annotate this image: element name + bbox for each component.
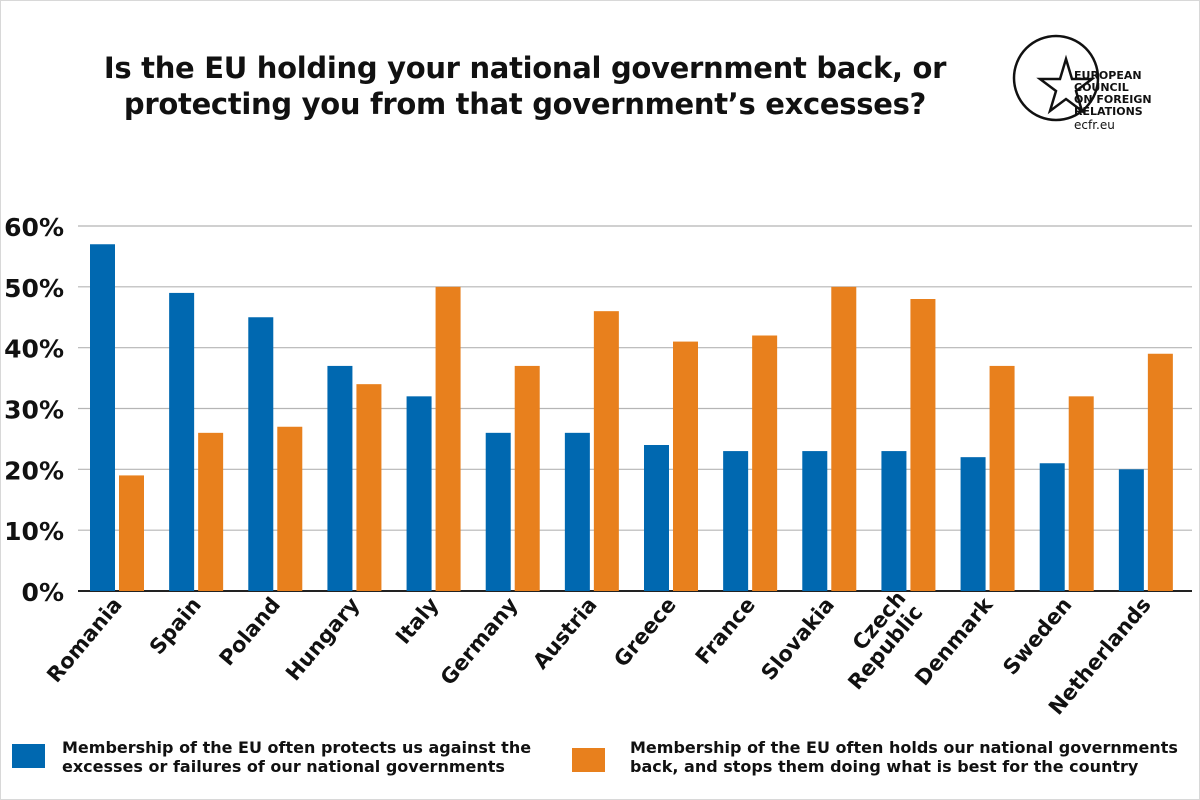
x-tick-label: CzechRepublic xyxy=(826,586,927,694)
x-tick-label-line: Spain xyxy=(145,593,206,659)
x-tick-label: Austria xyxy=(528,593,601,674)
bar-holds-back xyxy=(593,311,619,591)
logo-line: EUROPEAN xyxy=(1074,69,1142,82)
y-tick-label: 40% xyxy=(4,335,64,364)
bar-protects xyxy=(564,432,590,591)
legend-item-protects: Membership of the EU often protects us a… xyxy=(62,738,531,776)
x-tick-label: Greece xyxy=(609,593,681,672)
title-line-1: Is the EU holding your national governme… xyxy=(103,51,947,85)
bar-holds-back xyxy=(673,341,698,591)
x-tick-label: Italy xyxy=(391,593,444,649)
bar-holds-back xyxy=(989,365,1015,591)
bar-protects xyxy=(1039,463,1065,591)
x-tick-label-line: Hungary xyxy=(281,593,364,686)
x-tick-label: Poland xyxy=(215,593,286,671)
x-tick-label-line: Poland xyxy=(215,593,286,671)
y-tick-label: 10% xyxy=(4,517,64,546)
bar-holds-back xyxy=(198,432,224,591)
x-tick-label: Hungary xyxy=(281,593,364,686)
legend-label-line: back, and stops them doing what is best … xyxy=(630,757,1139,776)
bar-holds-back xyxy=(1147,353,1173,591)
x-tick-label-line: Germany xyxy=(436,593,523,690)
bar-protects xyxy=(485,432,511,591)
bar-protects xyxy=(169,292,195,591)
x-tick-label-line: Sweden xyxy=(998,593,1076,680)
y-tick-label: 50% xyxy=(4,274,64,303)
x-tick-label: Denmark xyxy=(910,592,998,690)
x-tick-label-line: Italy xyxy=(391,593,444,649)
ecfr-logo-icon xyxy=(1012,34,1100,122)
bar-holds-back xyxy=(277,426,303,591)
x-tick-label: Slovakia xyxy=(756,593,839,685)
x-tick-label-line: Denmark xyxy=(910,592,998,690)
bar-holds-back xyxy=(356,384,382,591)
bar-protects xyxy=(802,451,828,591)
bar-holds-back xyxy=(435,286,461,591)
bar-protects xyxy=(248,317,274,591)
legend-item-holds-back: Membership of the EU often holds our nat… xyxy=(630,738,1178,776)
legend-label-line: Membership of the EU often holds our nat… xyxy=(630,738,1178,757)
title-line-2: protecting you from that government’s ex… xyxy=(123,87,927,121)
bar-holds-back xyxy=(752,335,778,591)
logo-url: ecfr.eu xyxy=(1074,118,1115,132)
logo-line: ON FOREIGN xyxy=(1074,93,1152,106)
bar-protects xyxy=(406,396,432,591)
bar-protects xyxy=(960,457,986,591)
bar-protects xyxy=(881,451,907,591)
bar-holds-back xyxy=(831,286,857,591)
x-tick-label: Sweden xyxy=(998,593,1076,680)
x-tick-label: France xyxy=(691,593,760,669)
y-tick-label: 60% xyxy=(4,213,64,242)
bar-holds-back xyxy=(119,475,144,591)
logo-line: COUNCIL xyxy=(1074,81,1129,94)
legend-swatch-holds-back xyxy=(572,748,605,772)
bar-protects xyxy=(723,451,749,591)
bar-protects xyxy=(1118,469,1144,591)
chart-title: Is the EU holding your national governme… xyxy=(60,50,990,122)
bar-holds-back xyxy=(514,365,540,591)
bar-protects xyxy=(327,365,353,591)
logo-line: RELATIONS xyxy=(1074,105,1143,118)
y-tick-label: 20% xyxy=(4,456,64,485)
y-tick-label: 0% xyxy=(22,578,64,607)
y-tick-label: 30% xyxy=(4,396,64,425)
bar-chart: 0%10%20%30%40%50%60%Romania Spain PolandHu… xyxy=(4,213,1192,719)
x-tick-label-line: Slovakia xyxy=(756,593,839,685)
x-tick-label-line: France xyxy=(691,593,760,669)
bar-holds-back xyxy=(910,299,936,591)
x-tick-label-line: Austria xyxy=(528,593,601,674)
bar-holds-back xyxy=(1068,396,1094,591)
legend-label-line: Membership of the EU often protects us a… xyxy=(62,738,532,757)
bar-protects xyxy=(644,445,669,591)
x-tick-label: Spain xyxy=(145,593,206,659)
x-tick-label: Germany xyxy=(436,593,523,690)
legend-swatch-protects xyxy=(12,744,45,768)
logo-text: EUROPEAN COUNCIL ON FOREIGN RELATIONS xyxy=(1074,70,1152,118)
legend-label-line: excesses or failures of our national gov… xyxy=(62,757,505,776)
x-tick-label-line: Greece xyxy=(609,593,681,672)
bar-protects xyxy=(90,244,115,591)
